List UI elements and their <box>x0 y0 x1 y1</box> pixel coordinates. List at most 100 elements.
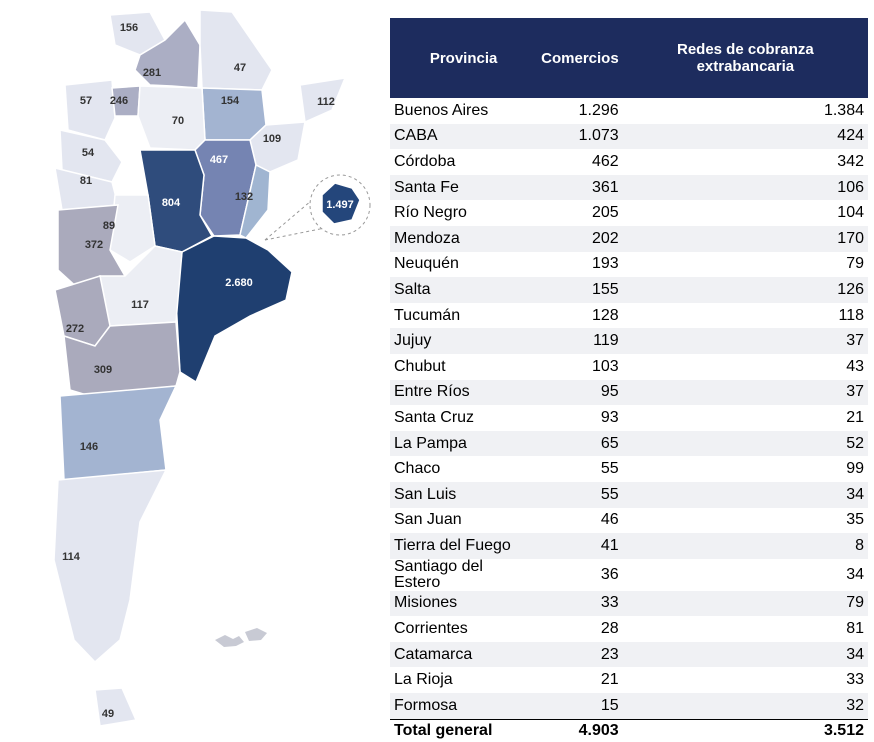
cell: Chubut <box>394 357 446 375</box>
row: Catamarca 23 34 <box>390 641 868 668</box>
cell: 8 <box>622 533 868 559</box>
province <box>53 469 168 664</box>
cell: 23 <box>537 641 623 668</box>
province-label: 467 <box>210 154 228 166</box>
province-label: 54 <box>82 147 95 159</box>
row: Santa Fe 361 106 <box>390 174 868 201</box>
cell: 36 <box>600 565 619 583</box>
province <box>63 321 181 397</box>
cell: 3.512 <box>622 718 868 742</box>
row: Corrientes 28 81 <box>390 616 868 642</box>
cell: Santa Fe <box>390 174 538 201</box>
cell: 55 <box>537 481 623 508</box>
province-label: 57 <box>80 95 92 107</box>
cell: Salta <box>390 277 538 303</box>
province-label: 49 <box>102 708 114 720</box>
row: Chubut 103 43 <box>390 354 868 380</box>
cell: 34 <box>622 481 868 508</box>
cell: La Pampa <box>390 430 538 457</box>
cell: 41 <box>537 533 623 559</box>
cell: 79 <box>622 590 868 617</box>
cell: CABA <box>390 123 538 150</box>
cell: Misiones <box>390 590 538 617</box>
row: Salta 155 126 <box>390 277 868 303</box>
cell: 33 <box>537 590 623 617</box>
cell: Formosa <box>390 693 538 720</box>
cell: 21 <box>600 671 619 689</box>
cell: 34 <box>846 565 864 583</box>
cell: 361 <box>537 174 623 201</box>
row: Entre Ríos 95 37 <box>390 379 868 406</box>
province-label: 281 <box>143 67 161 79</box>
cell: Total general <box>390 718 538 742</box>
province <box>199 9 273 91</box>
cell: 52 <box>622 430 868 457</box>
cell: Tucumán <box>394 306 461 324</box>
cell: 34 <box>622 641 868 668</box>
cell: La Rioja <box>394 671 453 689</box>
cell: 28 <box>600 620 619 638</box>
cell: Mendoza <box>390 225 538 252</box>
cell: Río Negro <box>394 204 467 222</box>
province-label: 114 <box>62 551 81 563</box>
cell: Buenos Aires <box>394 101 489 119</box>
cell: 46 <box>600 511 619 529</box>
cell: Neuquén <box>394 255 459 273</box>
province-label: 2.680 <box>225 277 253 289</box>
province-label: 47 <box>234 62 246 74</box>
cell: 4.903 <box>537 718 623 742</box>
cell: 81 <box>846 620 864 638</box>
province-label: 154 <box>221 95 240 107</box>
cell: 35 <box>846 511 864 529</box>
province-label: 117 <box>131 299 149 311</box>
islands <box>215 628 267 647</box>
row: Santiago del Estero 36 34 <box>390 558 868 591</box>
province <box>175 235 293 384</box>
cell: San Luis <box>390 481 538 508</box>
cell: Tierra del Fuego <box>390 533 538 559</box>
province-label: 89 <box>103 220 115 232</box>
cell: 93 <box>600 408 619 426</box>
province-label: 804 <box>162 197 181 209</box>
cell: Jujuy <box>390 328 538 354</box>
row: La Pampa 65 52 <box>390 430 868 457</box>
cell: 32 <box>622 693 868 720</box>
province-label: 1.497 <box>326 199 354 211</box>
cell: 202 <box>537 225 623 252</box>
cell: 79 <box>846 255 864 273</box>
cell: 43 <box>846 357 864 375</box>
row: Misiones 33 79 <box>390 590 868 617</box>
cell: Chaco <box>394 460 441 478</box>
cell: 21 <box>846 408 864 426</box>
cell: Córdoba <box>394 152 456 170</box>
cell: Entre Ríos <box>390 379 538 406</box>
row: Mendoza 202 170 <box>390 225 868 252</box>
cell: 118 <box>838 306 864 324</box>
province <box>299 77 347 124</box>
header-cell: Provincia <box>390 18 538 98</box>
cell: Corrientes <box>394 620 468 638</box>
province-label: 309 <box>94 364 112 376</box>
row: San Luis 55 34 <box>390 481 868 508</box>
cell: 342 <box>837 152 864 170</box>
row: Jujuy 119 37 <box>390 328 868 354</box>
row: Córdoba 462 342 <box>390 149 868 175</box>
province <box>59 385 178 481</box>
province-label: 146 <box>80 441 98 453</box>
row: Santa Cruz 93 21 <box>390 405 868 431</box>
cell: 55 <box>600 460 619 478</box>
cell: 65 <box>537 430 623 457</box>
province-label: 246 <box>110 95 128 107</box>
cell: 205 <box>591 204 619 222</box>
province-label: 156 <box>120 22 138 34</box>
header-cell: Redes de cobranza extrabancaria <box>622 18 868 98</box>
row: Formosa 15 32 <box>390 693 868 720</box>
row: Tierra del Fuego 41 8 <box>390 533 868 559</box>
cell: 462 <box>591 152 619 170</box>
province-label: 112 <box>317 96 335 108</box>
cell: Santa Cruz <box>394 408 475 426</box>
cell: 1.384 <box>823 101 864 119</box>
